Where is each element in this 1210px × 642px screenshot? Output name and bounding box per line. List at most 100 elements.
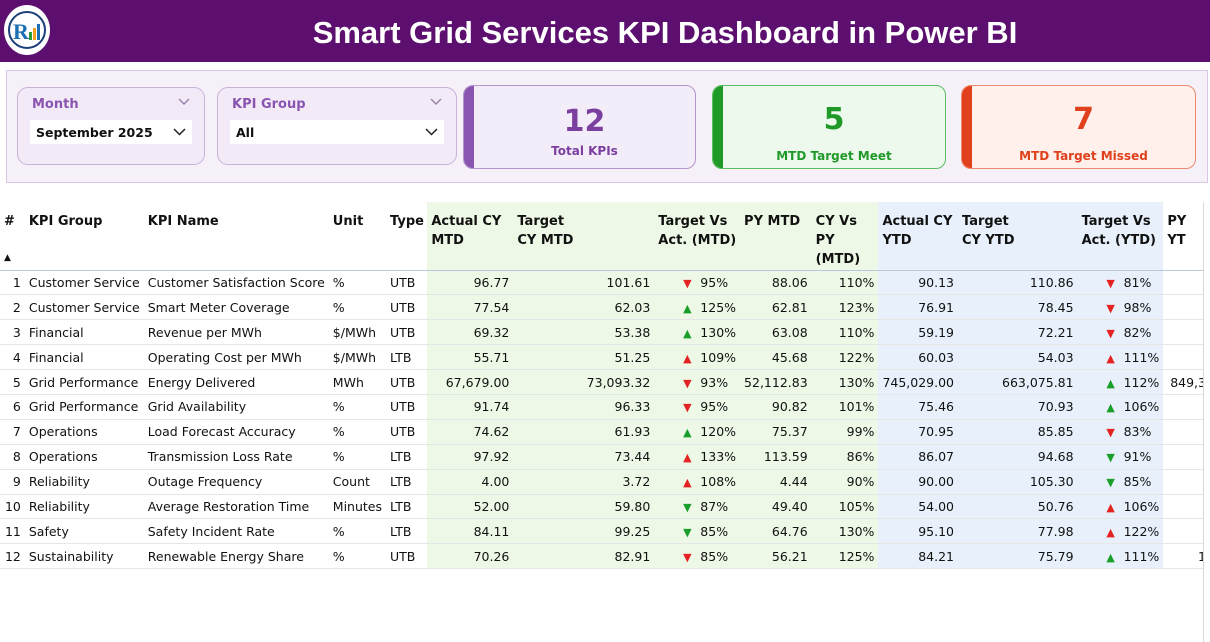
col-header-type[interactable]: Type	[390, 214, 424, 229]
arrow-down-icon: ▼	[683, 376, 692, 390]
percent-value: 95%	[700, 399, 729, 415]
table-row[interactable]: 12 Sustainability Renewable Energy Share% U…	[0, 543, 1210, 570]
arrow-down-icon: ▼	[1106, 426, 1115, 440]
kpi-name-cell: Safety Incident Rate	[143, 518, 329, 545]
col-header-py-mtd[interactable]: PY MTD	[740, 202, 812, 270]
chevron-down-icon[interactable]	[430, 98, 442, 106]
table-row[interactable]: 6 Grid Performance Grid Availability% UTB 91…	[0, 394, 1210, 420]
table-scroll-edge[interactable]	[1203, 202, 1210, 642]
col-header-index[interactable]: # ▲	[0, 202, 25, 270]
kpi-group-cell: Customer Service	[24, 270, 144, 296]
kpi-name-cell: Customer Satisfaction Score	[143, 270, 329, 296]
unit-cell: %	[328, 419, 387, 445]
target-cy-mtd-cell: 101.61	[513, 270, 655, 296]
arrow-up-icon: ▲	[1106, 525, 1115, 539]
kpi-group-dropdown[interactable]: All	[230, 120, 444, 144]
py-mtd-cell: 75.37	[740, 419, 812, 445]
percent-value: 111%	[1123, 548, 1160, 564]
table-row[interactable]: 9 Reliability Outage Frequency Count LTB 4.00…	[0, 469, 1210, 495]
cy-vs-py-mtd-cell: 110%	[811, 319, 879, 346]
col-header-actual-cy-mtd[interactable]: Actual CY MTD	[427, 202, 514, 270]
col-header-target-cy-ytd[interactable]: Target CY YTD	[958, 202, 1078, 270]
unit-cell: %	[328, 518, 387, 545]
target-vs-act-mtd-cell: ▲ 125%	[654, 294, 741, 321]
percent-value: 82%	[1123, 324, 1152, 340]
kpi-name-cell: Outage Frequency	[143, 469, 329, 495]
target-vs-act-ytd-cell: ▼ 81%	[1077, 270, 1164, 296]
actual-cy-ytd-cell: 90.00	[878, 469, 959, 495]
target-cy-ytd-cell: 75.79	[958, 543, 1078, 570]
kpi-name-cell: Smart Meter Coverage	[143, 294, 329, 321]
table-row[interactable]: 10 Reliability Average Restoration Time Min…	[0, 494, 1210, 520]
arrow-up-icon: ▲	[683, 426, 692, 440]
actual-cy-ytd-cell: 70.95	[878, 419, 959, 445]
py-mtd-cell: 49.40	[740, 494, 812, 520]
table-row[interactable]: 8 Operations Transmission Loss Rate% LTB 97.…	[0, 444, 1210, 470]
mtd-target-meet-label: MTD Target Meet	[776, 149, 892, 163]
chevron-down-icon[interactable]	[178, 98, 190, 106]
arrow-up-icon: ▲	[683, 326, 692, 340]
percent-value: 85%	[1123, 474, 1152, 490]
month-selected-value: September 2025	[36, 125, 153, 140]
target-vs-act-mtd-cell: ▼ 87%	[654, 494, 741, 520]
py-ytd-cell	[1163, 518, 1210, 545]
unit-cell: Minutes	[328, 494, 387, 520]
unit-cell: %	[328, 543, 387, 570]
table-row[interactable]: 2 Customer Service Smart Meter Coverage% UT…	[0, 294, 1210, 321]
kpi-group-cell: Safety	[24, 518, 144, 545]
table-row[interactable]: 1 Customer Service Customer Satisfaction S…	[0, 270, 1210, 296]
col-header-cy-vs-py-mtd[interactable]: CY Vs PY (MTD)	[811, 202, 879, 270]
mtd-target-missed-card: 7 MTD Target Missed	[961, 85, 1196, 169]
py-ytd-cell	[1163, 469, 1210, 495]
row-index: 3	[0, 319, 25, 346]
col-header-py-ytd[interactable]: PY YT	[1167, 214, 1187, 248]
table-row[interactable]: 5 Grid Performance Energy Delivered MWh UTB 6…	[0, 369, 1210, 395]
arrow-up-icon: ▲	[683, 451, 692, 465]
chevron-down-icon	[173, 128, 186, 136]
col-header-kpi-name[interactable]: KPI Name	[147, 214, 219, 229]
percent-value: 111%	[1123, 349, 1160, 365]
table-row[interactable]: 11 Safety Safety Incident Rate% LTB 84.11 99.…	[0, 518, 1210, 545]
card-accent-bar	[713, 86, 723, 168]
col-header-unit[interactable]: Unit	[332, 214, 364, 229]
target-vs-act-mtd-cell: ▼ 95%	[654, 270, 741, 296]
cy-vs-py-mtd-cell: 101%	[811, 394, 879, 420]
col-header-kpi-group[interactable]: KPI Group	[28, 214, 103, 229]
row-index: 4	[0, 344, 25, 371]
table-row[interactable]: 4 Financial Operating Cost per MWh $/MWh LTB…	[0, 344, 1210, 371]
sort-ascending-icon: ▲	[4, 253, 11, 263]
percent-value: 87%	[700, 498, 729, 514]
table-row[interactable]: 3 Financial Revenue per MWh $/MWh UTB 69.32 53…	[0, 319, 1210, 346]
row-index: 2	[0, 294, 25, 321]
kpi-table-container[interactable]: # ▲ KPI Group KPI Name Unit Type Actual C…	[0, 202, 1210, 642]
target-cy-mtd-cell: 96.33	[513, 394, 655, 420]
col-header-target-vs-act-mtd[interactable]: Target Vs Act. (MTD)	[654, 202, 741, 270]
col-header-actual-cy-ytd[interactable]: Actual CY YTD	[878, 202, 959, 270]
arrow-down-icon: ▼	[1106, 301, 1115, 315]
actual-cy-ytd-cell: 86.07	[878, 444, 959, 470]
cy-vs-py-mtd-cell: 105%	[811, 494, 879, 520]
arrow-up-icon: ▲	[1106, 376, 1115, 390]
target-cy-mtd-cell: 82.91	[513, 543, 655, 570]
actual-cy-ytd-cell: 95.10	[878, 518, 959, 545]
type-cell: UTB	[386, 270, 428, 296]
kpi-group-slicer-label: KPI Group	[232, 97, 306, 112]
unit-cell: %	[328, 394, 387, 420]
cy-vs-py-mtd-cell: 99%	[811, 419, 879, 445]
table-row[interactable]: 7 Operations Load Forecast Accuracy% UTB 74.…	[0, 419, 1210, 445]
target-vs-act-ytd-cell: ▼ 82%	[1077, 319, 1164, 346]
col-header-target-vs-act-ytd[interactable]: Target Vs Act. (YTD)	[1077, 202, 1164, 270]
target-vs-act-mtd-cell: ▲ 120%	[654, 419, 741, 445]
percent-value: 85%	[700, 523, 729, 539]
target-vs-act-mtd-cell: ▲ 108%	[654, 469, 741, 495]
month-dropdown[interactable]: September 2025	[30, 120, 192, 144]
target-cy-ytd-cell: 72.21	[958, 319, 1078, 346]
target-vs-act-mtd-cell: ▼ 95%	[654, 394, 741, 420]
target-cy-ytd-cell: 663,075.81	[958, 369, 1078, 395]
percent-value: 106%	[1123, 399, 1160, 415]
col-header-target-cy-mtd[interactable]: Target CY MTD	[513, 202, 655, 270]
cy-vs-py-mtd-cell: 125%	[811, 543, 879, 570]
actual-cy-mtd-cell: 97.92	[427, 444, 514, 470]
py-ytd-cell	[1163, 344, 1210, 371]
arrow-down-icon: ▼	[1106, 276, 1115, 290]
